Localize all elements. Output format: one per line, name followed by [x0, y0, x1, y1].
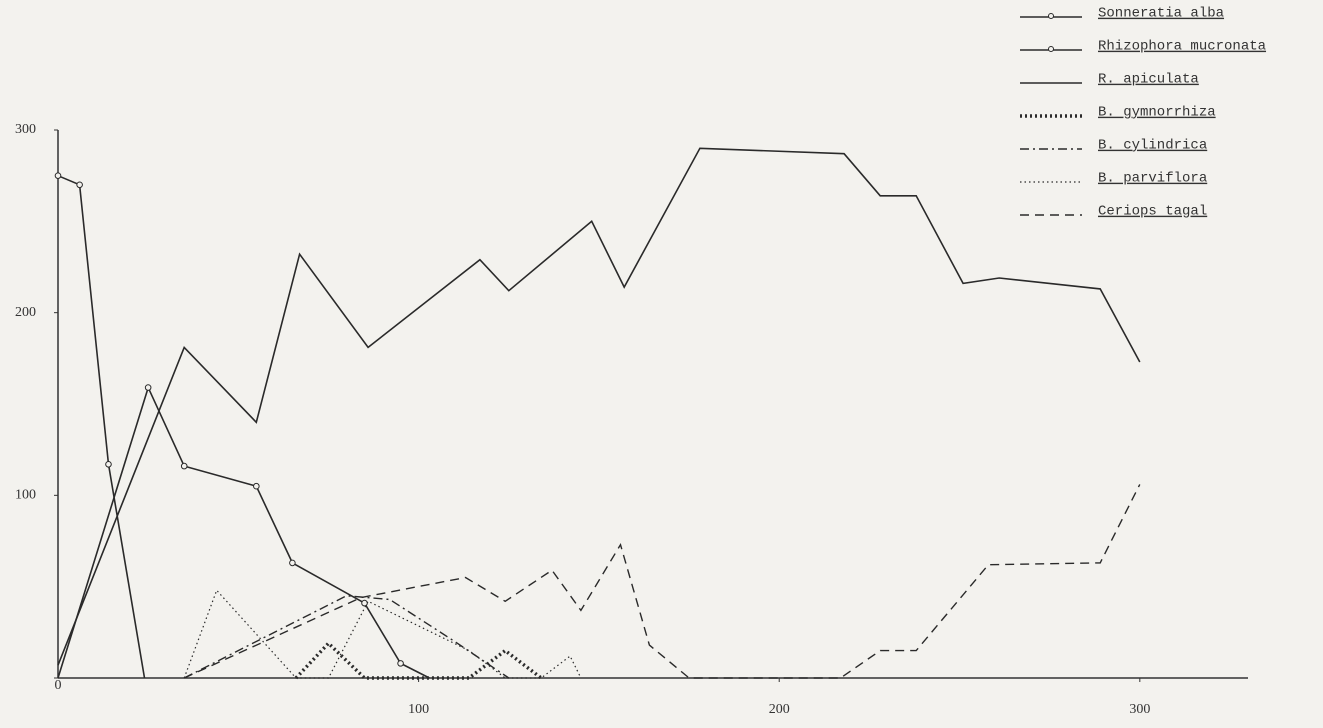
- point-marker: [289, 559, 296, 567]
- legend-label: B. cylindrica: [1098, 138, 1207, 154]
- point-marker: [180, 462, 188, 470]
- point-marker: [76, 181, 83, 189]
- point-marker: [105, 460, 112, 468]
- point-marker: [253, 482, 260, 490]
- series-line: [183, 595, 510, 679]
- legend-label: B. gymnorrhiza: [1098, 105, 1216, 121]
- series-line: [57, 147, 1141, 666]
- y-tick-label: 0: [55, 678, 62, 693]
- y-tick-label: 200: [15, 305, 36, 320]
- legend-label: R. apiculata: [1098, 72, 1199, 88]
- series-line: [57, 174, 146, 679]
- legend-marker: [1048, 46, 1054, 52]
- x-tick-label: 100: [408, 702, 429, 717]
- point-marker: [54, 172, 62, 179]
- y-tick-label: 100: [15, 488, 36, 503]
- x-tick-label: 300: [1129, 702, 1150, 717]
- point-marker: [361, 599, 368, 607]
- legend-label: Rhizophora mucronata: [1098, 39, 1266, 55]
- series-line: [57, 385, 430, 679]
- legend-label: Sonneratia alba: [1098, 6, 1224, 22]
- x-tick-label: 200: [769, 702, 790, 717]
- legend-marker: [1048, 13, 1054, 19]
- point-marker: [144, 384, 152, 391]
- series-line: [183, 484, 1141, 679]
- legend-label: Ceriops tagal: [1098, 204, 1207, 220]
- y-tick-label: 300: [15, 122, 36, 137]
- point-marker: [397, 660, 404, 667]
- series-line: [294, 640, 543, 680]
- legend-label: B. parviflora: [1098, 171, 1207, 187]
